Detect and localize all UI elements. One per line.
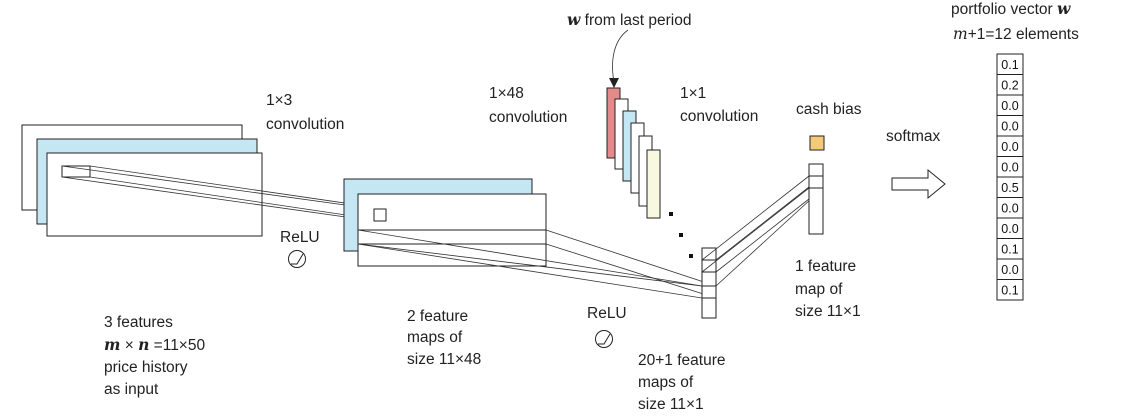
conv-1x48-label-line2: convolution (489, 109, 567, 126)
conv3-projection-lines (701, 175, 824, 287)
input-dims: =11×50 (149, 337, 205, 354)
conv-1x48-label-line1: 1×48 (489, 85, 524, 102)
relu-2-label: ReLU (587, 305, 627, 322)
portfolio-vector-text: portfolio vector (951, 1, 1057, 18)
portfolio-cell-value: 0.0 (1001, 202, 1018, 216)
portfolio-cell-value: 0.0 (1001, 263, 1018, 277)
fm2-label-line1: 2 feature (407, 308, 468, 325)
input-times: × (120, 337, 138, 354)
ellipsis-dot-2 (679, 233, 683, 237)
portfolio-vector-column: 0.1 0.2 0.0 0.0 0.0 0.0 0.5 0.0 0.0 0.1 0.0 0.1 (996, 53, 1024, 301)
input-label-line3: price history (104, 359, 188, 376)
input-feature-layer-3 (46, 152, 263, 237)
conv1-projection-lines (61, 165, 387, 222)
relu-1-icon (288, 250, 306, 268)
portfolio-cell-value: 0.1 (1001, 58, 1018, 72)
feature-1-column-box (808, 163, 824, 235)
portfolio-vector-title: portfolio vector w (951, 0, 1071, 18)
w-last-period-label: w from last period (567, 10, 691, 29)
feature-maps-21-stack (606, 87, 693, 258)
feature-map-1-column (808, 163, 824, 235)
input-kernel-window (61, 165, 91, 178)
elements-text: +1=12 elements (968, 26, 1079, 43)
portfolio-cell-value: 0.1 (1001, 284, 1018, 298)
fm2-label-line2: maps of (407, 329, 463, 346)
softmax-label: softmax (886, 128, 941, 145)
portfolio-cell-value: 0.0 (1001, 120, 1018, 134)
conv-1x1-label-line1: 1×1 (680, 85, 706, 102)
ellipsis-dot-1 (669, 212, 673, 216)
elements-m-symbol: m (953, 25, 968, 43)
portfolio-cell-value: 0.1 (1001, 243, 1018, 257)
softmax-arrow (891, 168, 946, 200)
conv-1x3-label-line1: 1×3 (266, 92, 292, 109)
relu-2-icon (595, 330, 613, 348)
portfolio-cell (996, 279, 1024, 301)
feature-21-column-box (701, 247, 717, 319)
w-last-period-symbol: w (567, 10, 581, 29)
fm1-label-line3: size 11×1 (795, 303, 861, 320)
input-m-symbol: m (104, 335, 120, 354)
fm1-label-line1: 1 feature (795, 258, 856, 275)
portfolio-cell-value: 0.0 (1001, 140, 1018, 154)
portfolio-cell-value: 0.0 (1001, 161, 1018, 175)
w-last-period-arrowhead (609, 78, 619, 88)
portfolio-cell-value: 0.0 (1001, 222, 1018, 236)
portfolio-cell-value: 0.5 (1001, 181, 1018, 195)
conv-1x3-label-line2: convolution (266, 116, 344, 133)
portfolio-cell-value: 0.2 (1001, 79, 1018, 93)
relu-1-label: ReLU (280, 229, 320, 246)
input-n-symbol: n (138, 335, 149, 354)
w-last-period-text: from last period (580, 12, 691, 29)
conv2-projection-lines (357, 229, 717, 299)
stack-map-5 (646, 149, 661, 219)
feature-maps-21-column (701, 247, 717, 319)
ellipsis-dot-3 (689, 254, 693, 258)
conv-1x1-label-line2: convolution (680, 108, 758, 125)
input-label-line2: m × n =11×50 (104, 335, 205, 354)
w-last-period-arrow (612, 29, 629, 83)
feature-map-2-target-cell (373, 208, 387, 222)
input-label-line4: as input (104, 381, 159, 398)
cash-bias-square (809, 135, 825, 151)
fm20-label-line1: 20+1 feature (638, 352, 725, 369)
input-label-line1: 3 features (104, 314, 173, 331)
fm1-label-line2: map of (795, 281, 843, 298)
portfolio-cell-value: 0.0 (1001, 99, 1018, 113)
cash-bias-label: cash bias (796, 101, 862, 118)
fm20-label-line3: size 11×1 (638, 396, 704, 413)
portfolio-vector-symbol: w (1057, 0, 1071, 18)
fm20-label-line2: maps of (638, 374, 694, 391)
portfolio-vector-elements: m+1=12 elements (953, 25, 1079, 43)
fm2-label-line3: size 11×48 (407, 351, 481, 368)
feature-maps-2-stack (343, 178, 547, 267)
input-feature-stack (21, 124, 263, 237)
